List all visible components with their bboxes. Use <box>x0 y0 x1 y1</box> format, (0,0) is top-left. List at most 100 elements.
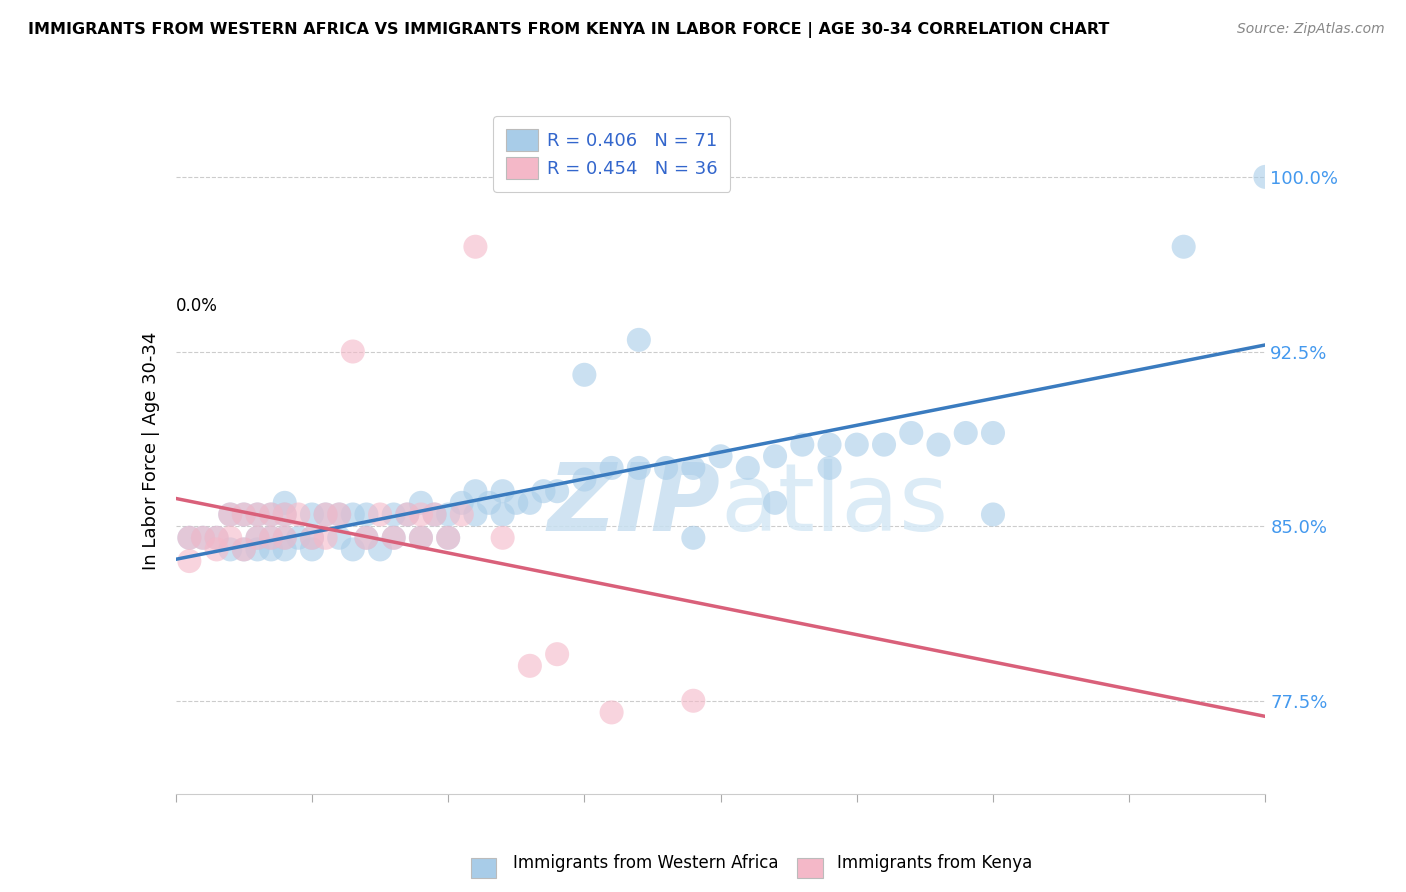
Point <box>955 425 977 440</box>
Point <box>260 531 283 545</box>
Point <box>627 461 650 475</box>
Point <box>342 508 364 522</box>
Text: atlas: atlas <box>721 459 949 551</box>
Point <box>492 484 515 499</box>
Point <box>818 461 841 475</box>
Point <box>356 508 378 522</box>
Point <box>873 437 896 451</box>
Point <box>655 461 678 475</box>
Point <box>205 542 228 557</box>
Point <box>437 508 460 522</box>
Point <box>478 496 501 510</box>
Text: Immigrants from Kenya: Immigrants from Kenya <box>837 855 1032 872</box>
Point <box>450 508 472 522</box>
Point <box>315 508 337 522</box>
Point <box>409 496 432 510</box>
Point <box>574 473 596 487</box>
Point <box>232 542 254 557</box>
Text: ZIP: ZIP <box>548 459 721 551</box>
Point <box>396 508 419 522</box>
Point <box>301 508 323 522</box>
Point <box>546 647 568 661</box>
Point <box>287 508 309 522</box>
Point <box>191 531 214 545</box>
Point <box>328 508 350 522</box>
Point <box>600 706 623 720</box>
Point <box>368 542 391 557</box>
Point <box>464 484 486 499</box>
Point <box>342 344 364 359</box>
Point <box>368 508 391 522</box>
Point <box>382 531 405 545</box>
Point <box>574 368 596 382</box>
Point <box>450 496 472 510</box>
Point <box>981 508 1004 522</box>
Y-axis label: In Labor Force | Age 30-34: In Labor Force | Age 30-34 <box>142 331 160 570</box>
Point <box>219 531 242 545</box>
Point <box>246 531 269 545</box>
Point <box>492 531 515 545</box>
Point <box>900 425 922 440</box>
Point <box>423 508 446 522</box>
Point <box>627 333 650 347</box>
Point <box>763 450 786 464</box>
Point <box>737 461 759 475</box>
Point <box>492 508 515 522</box>
Point <box>437 531 460 545</box>
Point <box>274 508 297 522</box>
Point <box>409 508 432 522</box>
Point <box>219 542 242 557</box>
Point <box>928 437 950 451</box>
Point <box>232 508 254 522</box>
Point <box>219 508 242 522</box>
Point <box>396 508 419 522</box>
Point <box>423 508 446 522</box>
Text: 0.0%: 0.0% <box>176 297 218 315</box>
Point <box>682 531 704 545</box>
Point <box>342 542 364 557</box>
Point <box>682 461 704 475</box>
Point <box>533 484 555 499</box>
Point <box>763 496 786 510</box>
Text: Source: ZipAtlas.com: Source: ZipAtlas.com <box>1237 22 1385 37</box>
Point <box>246 508 269 522</box>
Point <box>315 531 337 545</box>
Point <box>232 542 254 557</box>
Point <box>260 542 283 557</box>
Point <box>274 508 297 522</box>
Text: Immigrants from Western Africa: Immigrants from Western Africa <box>513 855 779 872</box>
Point <box>328 531 350 545</box>
Point <box>1173 240 1195 254</box>
Point <box>409 531 432 545</box>
Point <box>981 425 1004 440</box>
Point <box>274 542 297 557</box>
Point <box>191 531 214 545</box>
Point <box>600 461 623 475</box>
Point <box>315 508 337 522</box>
Point <box>382 531 405 545</box>
Point <box>179 531 201 545</box>
Point <box>301 542 323 557</box>
Point <box>845 437 868 451</box>
Point <box>437 531 460 545</box>
Point <box>328 508 350 522</box>
Text: IMMIGRANTS FROM WESTERN AFRICA VS IMMIGRANTS FROM KENYA IN LABOR FORCE | AGE 30-: IMMIGRANTS FROM WESTERN AFRICA VS IMMIGR… <box>28 22 1109 38</box>
Point <box>505 496 527 510</box>
Point <box>382 508 405 522</box>
Point <box>287 531 309 545</box>
Point <box>356 531 378 545</box>
Point <box>301 531 323 545</box>
Point <box>464 240 486 254</box>
Point <box>682 694 704 708</box>
Point <box>274 531 297 545</box>
Point <box>179 531 201 545</box>
Point <box>260 531 283 545</box>
Point <box>246 508 269 522</box>
Point <box>818 437 841 451</box>
Point <box>179 554 201 568</box>
Point <box>274 531 297 545</box>
Point <box>546 484 568 499</box>
Point <box>710 450 733 464</box>
Point <box>1254 169 1277 184</box>
Legend: R = 0.406   N = 71, R = 0.454   N = 36: R = 0.406 N = 71, R = 0.454 N = 36 <box>494 116 730 192</box>
